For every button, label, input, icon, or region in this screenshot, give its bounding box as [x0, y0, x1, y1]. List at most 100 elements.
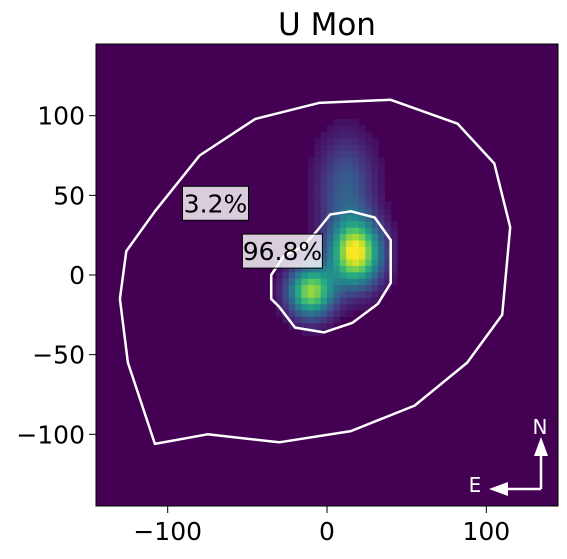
heatmap-cell: [321, 208, 328, 215]
heatmap-cell: [359, 278, 366, 285]
y-tick-label: 50: [53, 181, 85, 210]
heatmap-cell: [340, 221, 347, 228]
heatmap-cell: [365, 170, 372, 177]
heatmap-cell: [365, 265, 372, 272]
heatmap-cell: [378, 202, 385, 209]
heatmap-cell: [333, 304, 340, 311]
heatmap-cell: [321, 138, 328, 145]
heatmap-cell: [302, 316, 309, 323]
heatmap-cell: [289, 278, 296, 285]
heatmap-cell: [365, 253, 372, 260]
heatmap-cell: [314, 157, 321, 164]
heatmap-cell: [308, 214, 315, 221]
heatmap-cell: [321, 278, 328, 285]
heatmap-cell: [352, 246, 359, 253]
heatmap-cell: [346, 253, 353, 260]
heatmap-cell: [378, 278, 385, 285]
heatmap-cell: [314, 214, 321, 221]
heatmap-cell: [359, 163, 366, 170]
heatmap-cell: [327, 316, 334, 323]
heatmap-cell: [308, 285, 315, 292]
heatmap-cell: [378, 183, 385, 190]
heatmap-cell: [314, 272, 321, 279]
heatmap-cell: [372, 170, 379, 177]
heatmap-cell: [346, 304, 353, 311]
heatmap-cell: [295, 291, 302, 298]
heatmap-cell: [327, 138, 334, 145]
heatmap-cell: [327, 246, 334, 253]
heatmap-cell: [365, 291, 372, 298]
x-tick-label: −100: [133, 517, 202, 546]
heatmap-cell: [340, 195, 347, 202]
heatmap-cell: [372, 253, 379, 260]
heatmap-cell: [327, 132, 334, 139]
heatmap-cell: [372, 138, 379, 145]
heatmap-cell: [340, 132, 347, 139]
heatmap-cell: [391, 221, 398, 228]
heatmap-cell: [340, 144, 347, 151]
heatmap-cell: [308, 157, 315, 164]
heatmap-cell: [346, 278, 353, 285]
heatmap-cell: [365, 272, 372, 279]
heatmap-cell: [359, 272, 366, 279]
heatmap-cell: [359, 202, 366, 209]
heatmap-cell: [321, 227, 328, 234]
heatmap-cell: [359, 144, 366, 151]
heatmap-cell: [340, 138, 347, 145]
heatmap-cell: [321, 176, 328, 183]
heatmap-cell: [378, 265, 385, 272]
heatmap-cell: [365, 234, 372, 241]
y-tick-label: −50: [32, 341, 85, 370]
heatmap-cell: [359, 304, 366, 311]
heatmap-cell: [327, 253, 334, 260]
heatmap-cell: [352, 202, 359, 209]
heatmap-cell: [308, 195, 315, 202]
heatmap-cell: [327, 202, 334, 209]
heatmap-cell: [333, 246, 340, 253]
heatmap-cell: [340, 234, 347, 241]
heatmap-cell: [302, 291, 309, 298]
heatmap-cell: [346, 214, 353, 221]
heatmap-cell: [282, 291, 289, 298]
heatmap-cell: [333, 170, 340, 177]
heatmap-cell: [340, 291, 347, 298]
heatmap-cell: [333, 291, 340, 298]
heatmap-cell: [378, 272, 385, 279]
heatmap-cell: [327, 189, 334, 196]
heatmap-cell: [327, 183, 334, 190]
heatmap-cell: [340, 297, 347, 304]
heatmap-cell: [340, 157, 347, 164]
heatmap-cell: [352, 151, 359, 158]
heatmap-cell: [352, 170, 359, 177]
heatmap-cell: [333, 138, 340, 145]
heatmap-cell: [321, 323, 328, 330]
heatmap-cell: [391, 227, 398, 234]
heatmap-cell: [327, 272, 334, 279]
heatmap-cell: [340, 253, 347, 260]
heatmap-cell: [346, 163, 353, 170]
heatmap-cell: [314, 316, 321, 323]
heatmap-cell: [321, 183, 328, 190]
heatmap-cell: [327, 291, 334, 298]
heatmap-cell: [346, 246, 353, 253]
heatmap-cell: [378, 259, 385, 266]
heatmap-cell: [346, 259, 353, 266]
heatmap-cell: [302, 278, 309, 285]
compass-north-label: N: [533, 415, 548, 439]
heatmap-cell: [352, 240, 359, 247]
heatmap-cell: [346, 234, 353, 241]
heatmap-cell: [346, 285, 353, 292]
heatmap-cell: [359, 240, 366, 247]
heatmap-cell: [314, 202, 321, 209]
heatmap-cell: [314, 304, 321, 311]
heatmap-cell: [321, 291, 328, 298]
heatmap-cell: [346, 132, 353, 139]
heatmap-cell: [346, 144, 353, 151]
heatmap-cell: [333, 144, 340, 151]
heatmap-cell: [295, 297, 302, 304]
heatmap-cell: [333, 272, 340, 279]
heatmap-cell: [352, 125, 359, 132]
heatmap-cell: [282, 278, 289, 285]
heatmap-cell: [359, 253, 366, 260]
heatmap-cell: [340, 259, 347, 266]
